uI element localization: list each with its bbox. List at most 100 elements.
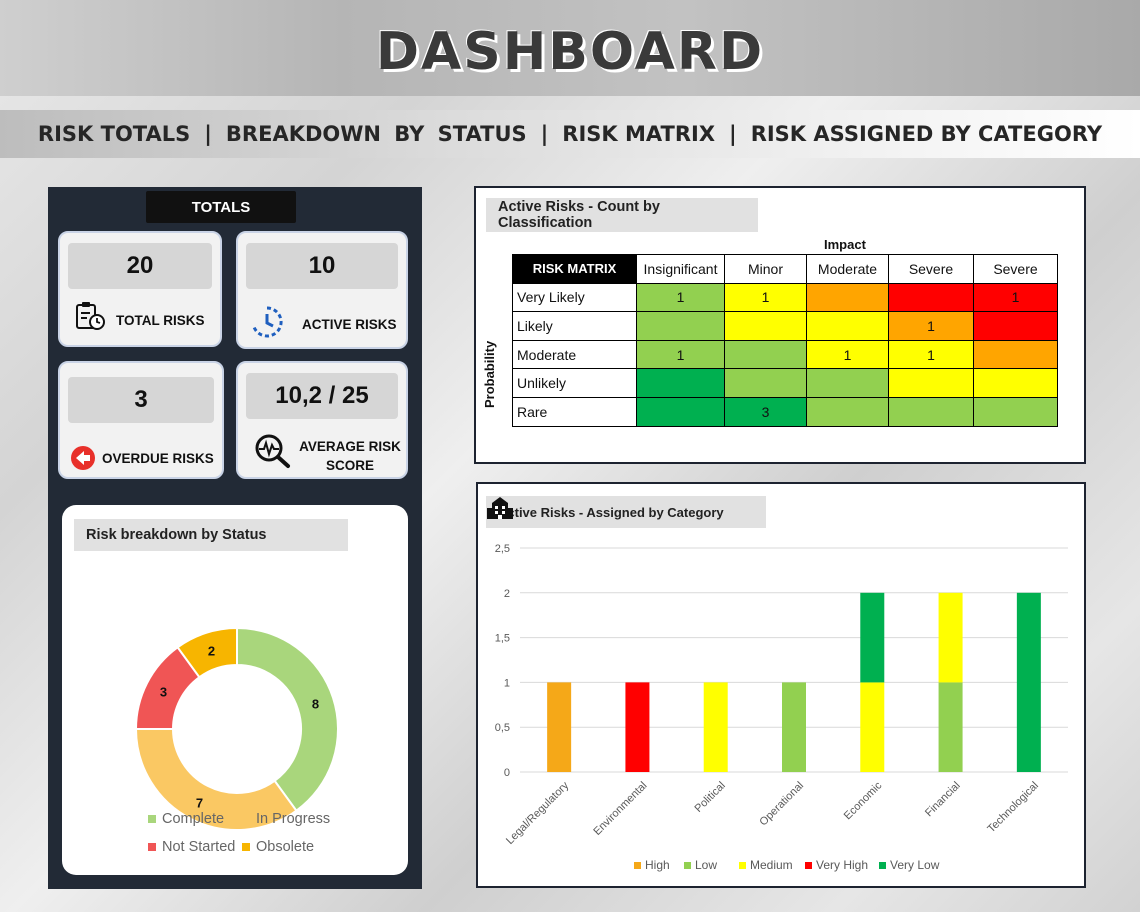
matrix-row: Moderate 1 1 1 <box>512 339 1058 370</box>
status-breakdown-card: Risk breakdown by Status 8 7 3 2 Complete I… <box>62 505 408 875</box>
matrix-cell <box>806 368 889 398</box>
legend-swatch <box>805 862 812 869</box>
donut-data-label: 7 <box>196 796 203 811</box>
x-tick-label: Financial <box>923 780 963 820</box>
legend-in-progress: In Progress <box>242 811 330 827</box>
nav-separator: | <box>729 122 737 146</box>
matrix-row: Very Likely 1 1 1 <box>512 282 1058 313</box>
legend-swatch <box>634 862 641 869</box>
matrix-cell: 1 <box>636 282 725 313</box>
nav-breakdown-by-status[interactable]: BREAKDOWN BY STATUS <box>225 122 527 146</box>
risk-matrix-table: RISK MATRIX Insignificant Minor Moderate… <box>512 254 1058 427</box>
matrix-cell <box>724 339 807 370</box>
magnifier-pulse-icon <box>254 433 292 474</box>
legend-label: Very High <box>816 858 868 872</box>
matrix-cell <box>973 396 1058 427</box>
bar-segment <box>938 682 963 772</box>
legend-label: Very Low <box>890 858 940 872</box>
bar-segment <box>782 682 806 772</box>
active-risks-label: ACTIVE RISKS <box>302 317 397 332</box>
impact-label: Impact <box>824 237 866 252</box>
matrix-col-header: Insignificant <box>636 254 725 284</box>
nav-risk-matrix[interactable]: RISK MATRIX <box>562 122 716 146</box>
nav-risk-totals[interactable]: RISK TOTALS <box>37 122 191 146</box>
matrix-cell: 1 <box>636 339 725 370</box>
overdue-risks-card: 3 OVERDUE RISKS <box>58 361 224 479</box>
matrix-row-label: Moderate <box>512 339 637 370</box>
overdue-arrow-icon <box>70 445 96 476</box>
active-risks-value: 10 <box>246 243 398 289</box>
risk-matrix-title: Active Risks - Count by Classification <box>486 198 758 232</box>
average-score-label: AVERAGE RISK SCORE <box>294 437 406 475</box>
matrix-corner: RISK MATRIX <box>512 254 637 284</box>
legend-swatch <box>879 862 886 869</box>
matrix-cell: 1 <box>724 282 807 313</box>
nav-separator: | <box>204 122 212 146</box>
average-score-label-line1: AVERAGE RISK <box>299 439 401 454</box>
matrix-cell <box>973 311 1058 341</box>
average-score-label-line2: SCORE <box>325 458 374 473</box>
overdue-risks-value: 3 <box>68 377 214 423</box>
y-tick-label: 0,5 <box>495 722 510 734</box>
matrix-cell <box>636 311 725 341</box>
y-tick-label: 2 <box>504 588 510 600</box>
legend-not-started: Not Started <box>148 839 235 855</box>
average-score-card: 10,2 / 25 AVERAGE RISK SCORE <box>236 361 408 479</box>
matrix-col-header: Moderate <box>806 254 889 284</box>
bar-segment <box>703 682 728 772</box>
x-tick-label: Operational <box>757 780 806 829</box>
totals-tab: TOTALS <box>146 191 296 223</box>
clipboard-clock-icon <box>74 301 106 336</box>
status-donut-chart: 8 7 3 2 <box>134 626 339 831</box>
matrix-cell <box>888 396 974 427</box>
bar-segment <box>1016 592 1041 772</box>
matrix-cell: 1 <box>806 339 889 370</box>
x-tick-label: Legal/Regulatory <box>504 779 572 847</box>
legend-obsolete: Obsolete <box>242 839 314 855</box>
bar-segment <box>860 682 885 772</box>
matrix-cell: 1 <box>973 282 1058 313</box>
total-risks-card: 20 TOTAL RISKS <box>58 231 222 347</box>
overdue-risks-label: OVERDUE RISKS <box>102 451 214 466</box>
bar-segment <box>625 682 650 772</box>
matrix-col-header: Minor <box>724 254 807 284</box>
status-breakdown-title: Risk breakdown by Status <box>74 519 348 551</box>
matrix-cell <box>724 311 807 341</box>
x-tick-label: Political <box>693 780 728 815</box>
risk-matrix-card: Active Risks - Count by Classification I… <box>474 186 1086 464</box>
x-tick-label: Economic <box>842 779 885 822</box>
total-risks-label: TOTAL RISKS <box>116 313 205 328</box>
matrix-row-label: Unlikely <box>512 368 637 398</box>
matrix-cell: 1 <box>888 339 974 370</box>
donut-data-label: 3 <box>160 685 167 700</box>
matrix-cell <box>806 396 889 427</box>
y-tick-label: 1 <box>504 677 510 689</box>
matrix-row: Rare 3 <box>512 396 1058 427</box>
matrix-cell <box>806 282 889 313</box>
bar-segment <box>547 682 572 772</box>
matrix-cell <box>806 311 889 341</box>
matrix-cell <box>973 368 1058 398</box>
matrix-cell <box>888 368 974 398</box>
matrix-cell <box>724 368 807 398</box>
legend-swatch <box>684 862 691 869</box>
total-risks-value: 20 <box>68 243 212 289</box>
donut-slice <box>134 728 298 831</box>
matrix-col-header: Severe <box>973 254 1058 284</box>
probability-label: Probability <box>482 340 497 408</box>
x-tick-label: Technological <box>985 780 1041 836</box>
matrix-cell <box>888 282 974 313</box>
bar-segment <box>860 592 885 683</box>
nav-risk-assigned-by-category[interactable]: RISK ASSIGNED BY CATEGORY <box>750 122 1103 146</box>
donut-data-label: 8 <box>312 697 319 712</box>
legend-label: Medium <box>750 858 793 872</box>
category-chart-card: Active Risks - Assigned by Category 0 0,5… <box>476 482 1086 888</box>
legend-label: Low <box>695 858 717 872</box>
matrix-cell <box>636 396 725 427</box>
category-bar-chart: 0 0,5 1 1,5 2 2,5 Legal/Regulatory Environmenta… <box>495 543 1068 872</box>
matrix-row-label: Very Likely <box>512 282 637 313</box>
matrix-row-label: Rare <box>512 396 637 427</box>
donut-data-label: 2 <box>208 644 215 659</box>
section-nav: RISK TOTALS | BREAKDOWN BY STATUS | RISK… <box>0 110 1140 158</box>
average-score-value: 10,2 / 25 <box>246 373 398 419</box>
